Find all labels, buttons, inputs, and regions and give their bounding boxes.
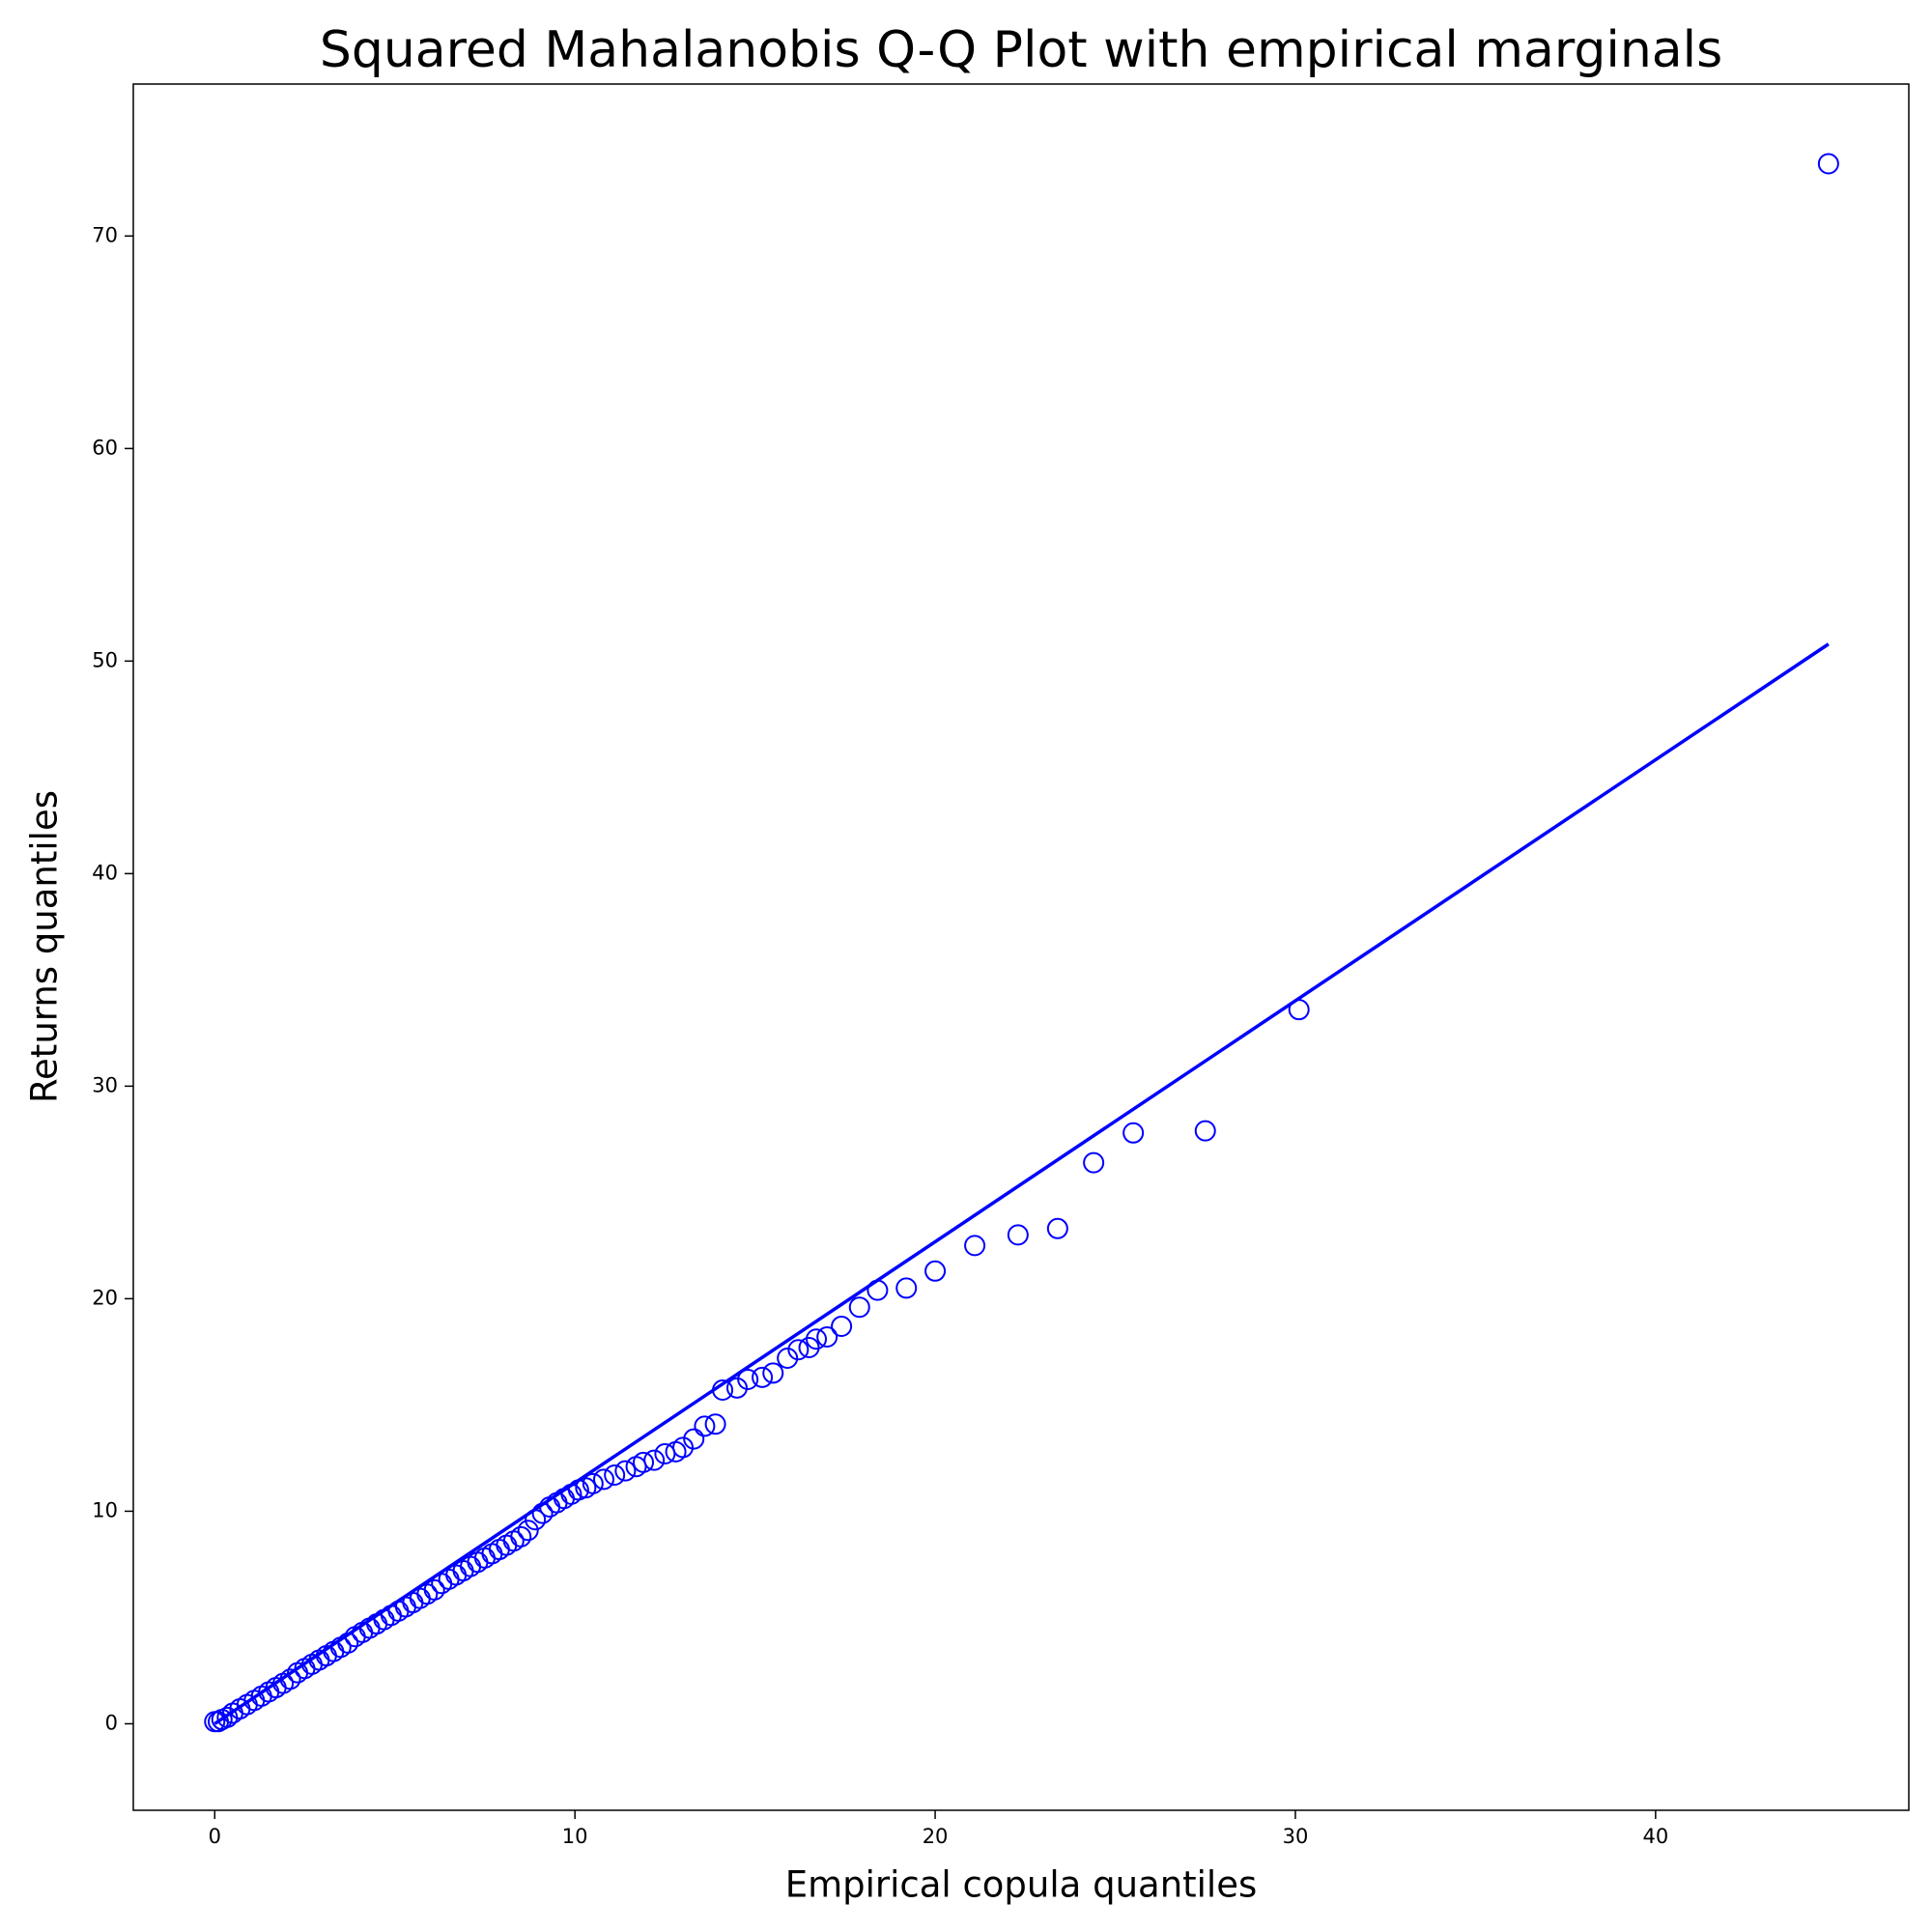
data-point [593, 1468, 615, 1491]
y-tick-label: 60 [92, 436, 118, 459]
data-point [725, 1377, 748, 1399]
x-tick-label: 30 [1283, 1825, 1309, 1848]
data-point [614, 1460, 637, 1482]
data-point [582, 1472, 604, 1494]
data-point [604, 1464, 626, 1487]
y-tick-label: 10 [92, 1498, 118, 1521]
data-point [752, 1366, 774, 1388]
data-point [787, 1339, 810, 1361]
x-tick-label: 10 [562, 1825, 588, 1848]
data-point [1046, 1217, 1068, 1239]
data-point [633, 1451, 655, 1473]
x-tick-label: 20 [923, 1825, 949, 1848]
data-point [1194, 1120, 1216, 1142]
data-point [816, 1326, 838, 1349]
data-point [643, 1449, 666, 1471]
data-point [1817, 153, 1839, 175]
x-axis-label: Empirical copula quantiles [785, 1864, 1258, 1906]
y-tick-label: 0 [105, 1711, 118, 1734]
x-tick-label: 0 [209, 1825, 221, 1848]
y-tick-label: 30 [92, 1073, 118, 1096]
fit-line [213, 642, 1830, 1725]
data-point [1083, 1151, 1105, 1174]
data-point [737, 1369, 759, 1391]
data-point [517, 1520, 539, 1542]
y-axis-label: Returns quantiles [24, 790, 66, 1103]
data-point [683, 1428, 705, 1450]
chart-title: Squared Mahalanobis Q-Q Plot with empiri… [320, 21, 1722, 79]
data-point [423, 1578, 445, 1601]
data-point [762, 1362, 784, 1384]
data-point [806, 1328, 828, 1350]
data-point [831, 1316, 853, 1338]
y-tick-label: 50 [92, 648, 118, 671]
plot-frame [132, 83, 1910, 1811]
data-point [672, 1436, 695, 1459]
data-point [1007, 1224, 1029, 1246]
y-tick-label: 70 [92, 223, 118, 246]
data-point [510, 1525, 532, 1548]
y-tick-label: 20 [92, 1286, 118, 1309]
data-point [704, 1413, 726, 1435]
data-point [777, 1348, 799, 1370]
data-point [924, 1260, 947, 1282]
data-point [694, 1415, 716, 1437]
data-point [848, 1296, 870, 1319]
data-point [964, 1235, 986, 1257]
x-tick-label: 40 [1642, 1825, 1668, 1848]
data-point [895, 1277, 918, 1299]
y-tick-label: 40 [92, 861, 118, 884]
data-point [1122, 1122, 1145, 1144]
